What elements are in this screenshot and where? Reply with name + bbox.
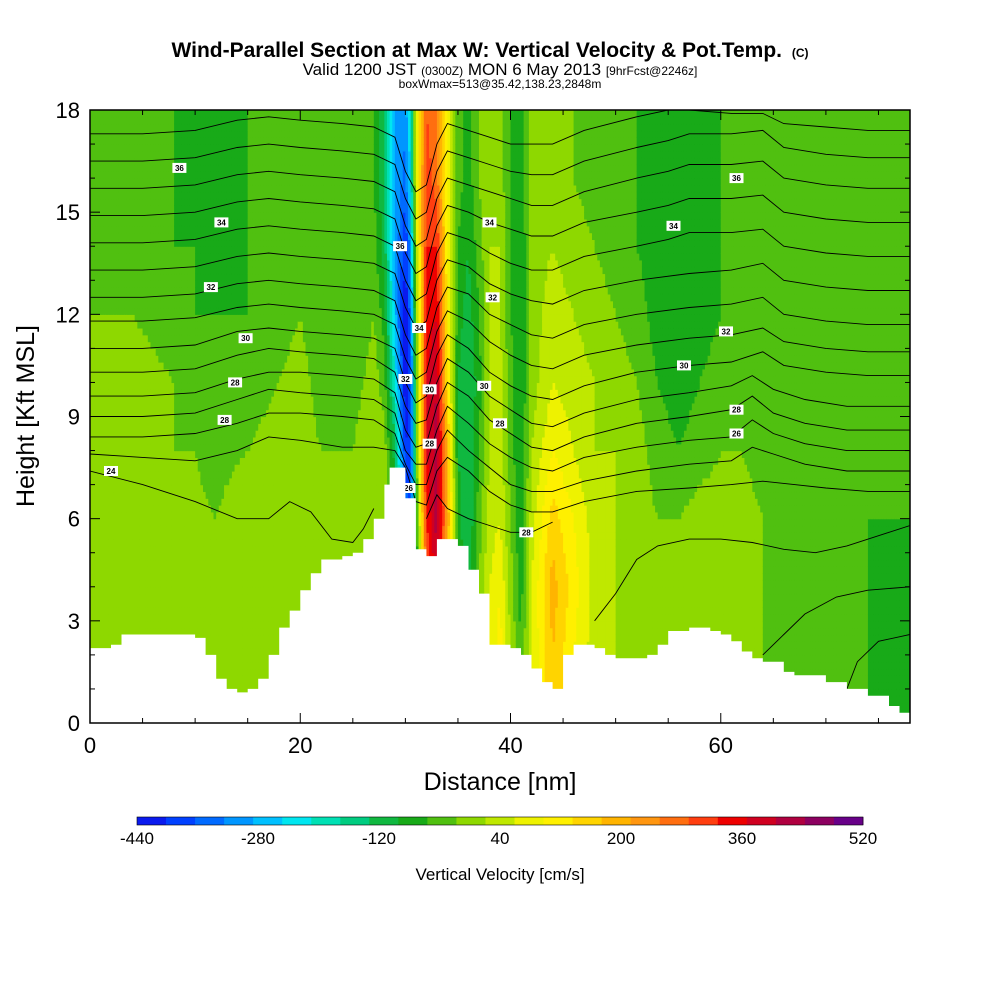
plot-area: 3634323028282436343230282634323028283634… bbox=[90, 103, 911, 723]
chart-title: Wind-Parallel Section at Max W: Vertical… bbox=[171, 39, 808, 62]
cross-section-chart: Wind-Parallel Section at Max W: Vertical… bbox=[0, 0, 1000, 1000]
chart-title-unit: (C) bbox=[792, 46, 809, 60]
chart-subtitle-box: boxWmax=513@35.42,138.23,2848m bbox=[399, 77, 602, 91]
